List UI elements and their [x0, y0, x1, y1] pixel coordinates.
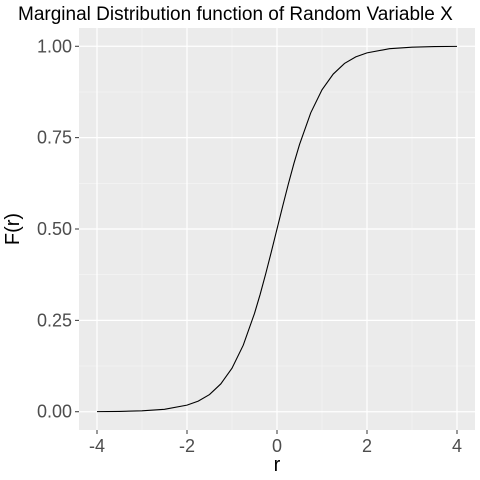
y-axis-title: F(r) — [2, 213, 24, 245]
y-tick-label: 0.50 — [37, 219, 72, 239]
x-tick-label: -4 — [89, 436, 105, 456]
y-tick-label: 1.00 — [37, 36, 72, 56]
y-axis: 0.00 0.25 0.50 0.75 1.00 — [37, 36, 79, 422]
x-axis: -4 -2 0 2 4 — [89, 430, 462, 456]
x-tick-label: 4 — [452, 436, 462, 456]
x-tick-label: 2 — [362, 436, 372, 456]
y-tick-label: 0.00 — [37, 402, 72, 422]
y-tick-label: 0.75 — [37, 128, 72, 148]
chart-title: Marginal Distribution function of Random… — [18, 4, 453, 25]
y-tick-label: 0.25 — [37, 310, 72, 330]
x-tick-label: -2 — [179, 436, 195, 456]
x-axis-title: r — [274, 454, 281, 476]
x-tick-label: 0 — [272, 436, 282, 456]
series-line — [96, 45, 458, 413]
